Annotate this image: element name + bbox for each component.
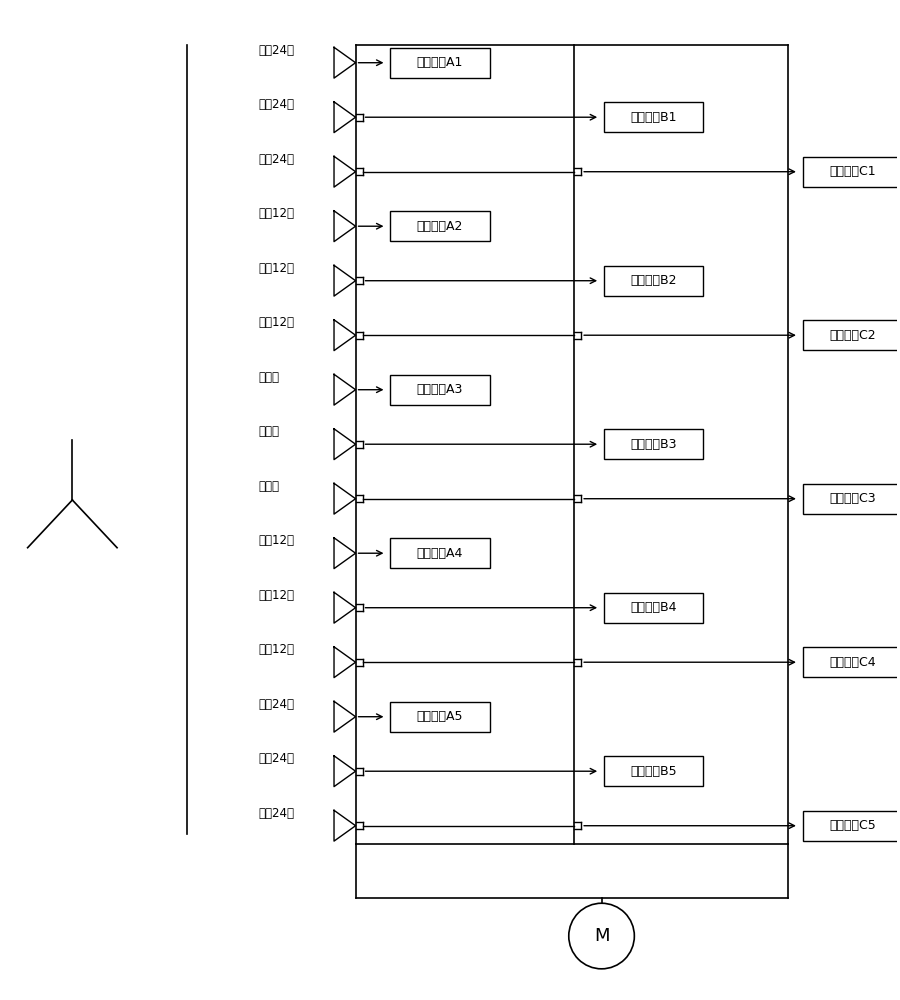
Bar [803,484,900,514]
Text: 滞后24度: 滞后24度 [258,698,294,711]
Bar [803,157,900,187]
Text: 功率单元C3: 功率单元C3 [829,492,876,505]
Text: 滞后12度: 滞后12度 [258,534,294,547]
Text: 滞后12度: 滞后12度 [258,589,294,602]
Text: 功率单元A1: 功率单元A1 [417,56,464,69]
Text: 超前12度: 超前12度 [258,316,294,329]
Text: 超前12度: 超前12度 [258,262,294,275]
Bar [604,102,704,132]
Text: 滞后24度: 滞后24度 [258,752,294,765]
Text: 功率单元A2: 功率单元A2 [417,220,464,233]
Text: 无相移: 无相移 [258,425,279,438]
Text: 功率单元A5: 功率单元A5 [417,710,464,723]
Text: 功率单元C4: 功率单元C4 [829,656,876,669]
Text: 无相移: 无相移 [258,480,279,493]
Bar [803,811,900,841]
Bar [391,375,490,405]
Text: 超前24度: 超前24度 [258,153,294,166]
Bar [604,429,704,459]
Text: 超前24度: 超前24度 [258,98,294,111]
Bar [391,538,490,568]
Text: 功率单元B4: 功率单元B4 [631,601,677,614]
Bar [391,211,490,241]
Text: 功率单元B2: 功率单元B2 [631,274,677,287]
Text: 功率单元C2: 功率单元C2 [829,329,876,342]
Text: 滞后24度: 滞后24度 [258,807,294,820]
Text: 滞后12度: 滞后12度 [258,643,294,656]
Circle shape [569,903,634,969]
Text: M: M [594,927,609,945]
Bar [803,647,900,677]
Bar [604,756,704,786]
Bar [604,266,704,296]
Text: 功率单元A4: 功率单元A4 [417,547,464,560]
Bar [391,48,490,78]
Text: 功率单元C5: 功率单元C5 [829,819,876,832]
Bar [803,320,900,350]
Text: 无相移: 无相移 [258,371,279,384]
Text: 功率单元B3: 功率单元B3 [631,438,677,451]
Bar [391,702,490,732]
Text: 功率单元A3: 功率单元A3 [417,383,464,396]
Text: 功率单元C1: 功率单元C1 [829,165,876,178]
Text: 功率单元B1: 功率单元B1 [631,111,677,124]
Text: 超前12度: 超前12度 [258,207,294,220]
Text: 超前24度: 超前24度 [258,44,294,57]
Bar [604,593,704,623]
Text: 功率单元B5: 功率单元B5 [630,765,677,778]
